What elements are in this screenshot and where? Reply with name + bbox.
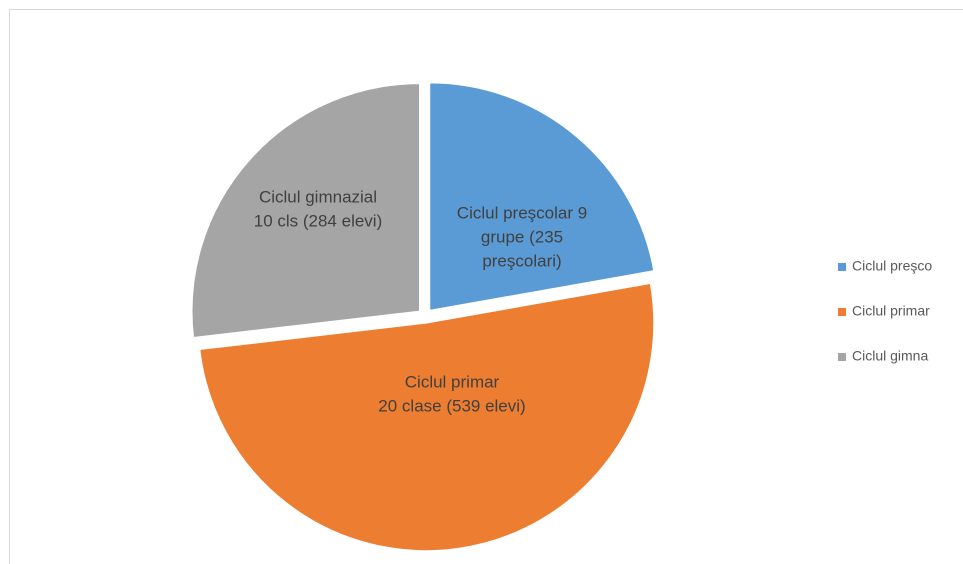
- pie-slice: [191, 82, 421, 339]
- data-label: Ciclul preşcolar 9: [457, 203, 587, 222]
- pie-slice: [198, 282, 655, 552]
- legend-swatch: [838, 308, 846, 316]
- legend-label: Ciclul primar: [852, 303, 930, 319]
- legend-label: Ciclul gimna: [852, 348, 928, 364]
- data-label: 20 clase (539 elevi): [378, 396, 525, 415]
- legend-swatch: [838, 263, 846, 271]
- pie-slice: [428, 81, 655, 312]
- data-label: grupe (235: [481, 227, 563, 246]
- legend-label: Ciclul preşco: [852, 258, 932, 274]
- data-label: Ciclul gimnazial: [259, 187, 377, 206]
- data-label: preşcolari): [482, 251, 561, 270]
- data-label: Ciclul primar: [405, 372, 500, 391]
- data-label: 10 cls (284 elevi): [254, 211, 383, 230]
- legend-swatch: [838, 353, 846, 361]
